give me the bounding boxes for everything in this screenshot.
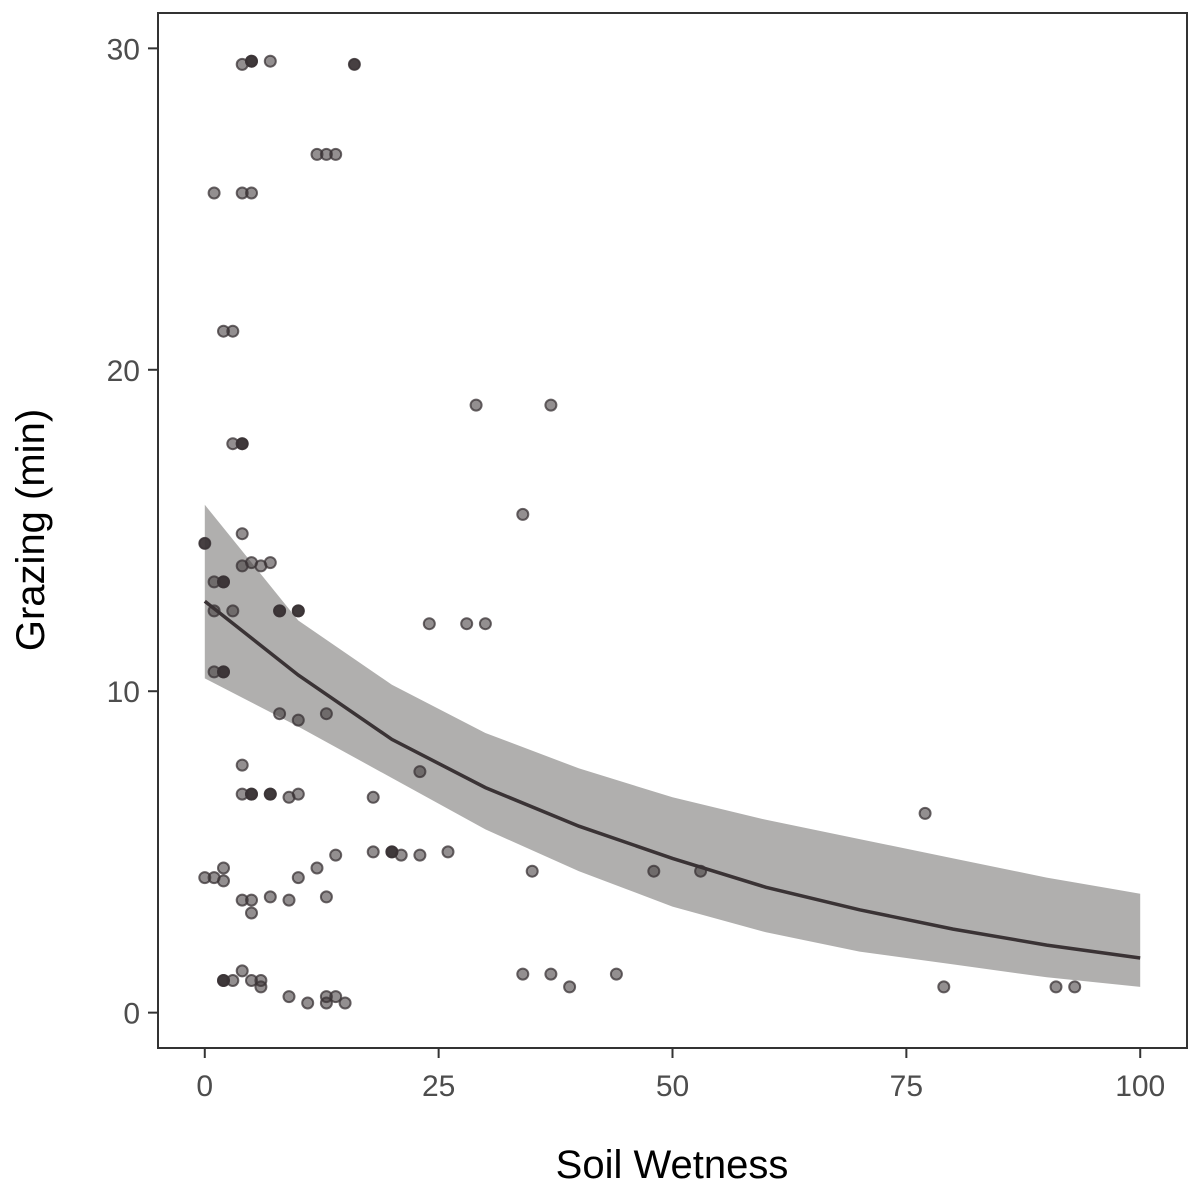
data-point (217, 861, 230, 875)
data-point (460, 617, 474, 631)
data-point (319, 707, 333, 721)
data-point (226, 324, 240, 338)
confidence-band (204, 504, 1141, 987)
data-point (273, 604, 286, 617)
data-point (319, 996, 333, 1010)
data-point (918, 806, 932, 820)
data-point (563, 980, 577, 994)
data-point (544, 967, 558, 981)
data-point (226, 604, 240, 618)
y-tick-label: 10 (107, 676, 140, 709)
data-point (301, 996, 315, 1010)
data-point (516, 967, 530, 981)
y-tick-label: 30 (107, 33, 140, 66)
y-axis-title: Grazing (min) (9, 409, 53, 651)
data-point (245, 893, 258, 907)
data-point (937, 980, 951, 994)
data-point (1049, 980, 1063, 994)
data-point (207, 604, 221, 618)
data-point (647, 864, 661, 878)
data-point (254, 980, 268, 994)
data-point (263, 54, 277, 68)
data-point (207, 186, 221, 200)
data-point (282, 893, 296, 907)
x-tick-label: 0 (196, 1070, 213, 1103)
data-point (235, 964, 249, 978)
data-point (609, 967, 623, 981)
data-point (413, 765, 427, 779)
data-point (329, 990, 343, 1004)
fit-line (203, 599, 1141, 960)
data-point (263, 890, 277, 904)
data-point (235, 527, 249, 541)
x-tick-label: 100 (1115, 1070, 1165, 1103)
fit-line-layer (203, 599, 1141, 960)
data-point (263, 556, 277, 570)
data-point (441, 845, 455, 859)
data-point (516, 507, 530, 521)
data-point (291, 787, 305, 801)
data-point (264, 788, 277, 801)
data-point (236, 437, 249, 450)
data-point (1068, 980, 1082, 994)
x-tick-label: 75 (890, 1070, 923, 1103)
data-point (694, 864, 708, 878)
data-point (310, 861, 324, 875)
data-point (198, 537, 211, 550)
data-point (329, 147, 343, 161)
data-point (217, 575, 230, 588)
y-axis: 0 10 20 30 (107, 33, 158, 1031)
data-point (282, 990, 296, 1004)
data-point (385, 845, 398, 858)
data-point (235, 758, 249, 772)
y-tick-label: 0 (123, 998, 140, 1031)
data-point (366, 790, 380, 804)
data-point (329, 848, 343, 862)
x-axis-title: Soil Wetness (556, 1143, 789, 1187)
data-point (291, 871, 305, 885)
data-point (273, 707, 287, 721)
data-point (469, 398, 483, 412)
confidence-band-layer (204, 504, 1141, 987)
data-point (245, 55, 258, 68)
y-tick-label: 20 (107, 355, 140, 388)
data-point (217, 665, 230, 678)
data-point (245, 906, 258, 920)
data-point (245, 788, 258, 801)
data-point (478, 617, 492, 631)
data-point (245, 186, 258, 200)
data-point (217, 874, 230, 888)
data-point (525, 864, 539, 878)
x-tick-label: 50 (656, 1070, 689, 1103)
data-point (422, 617, 436, 631)
data-point (319, 890, 333, 904)
x-axis: 0 25 50 75 100 (196, 1048, 1165, 1103)
points-layer (198, 54, 1082, 1010)
data-point (338, 996, 352, 1010)
data-point (292, 604, 305, 617)
data-point (544, 398, 558, 412)
data-point (413, 848, 427, 862)
data-point (217, 974, 230, 987)
data-point (348, 58, 361, 71)
data-point (366, 845, 380, 859)
x-tick-label: 25 (422, 1070, 455, 1103)
data-point (291, 713, 305, 727)
